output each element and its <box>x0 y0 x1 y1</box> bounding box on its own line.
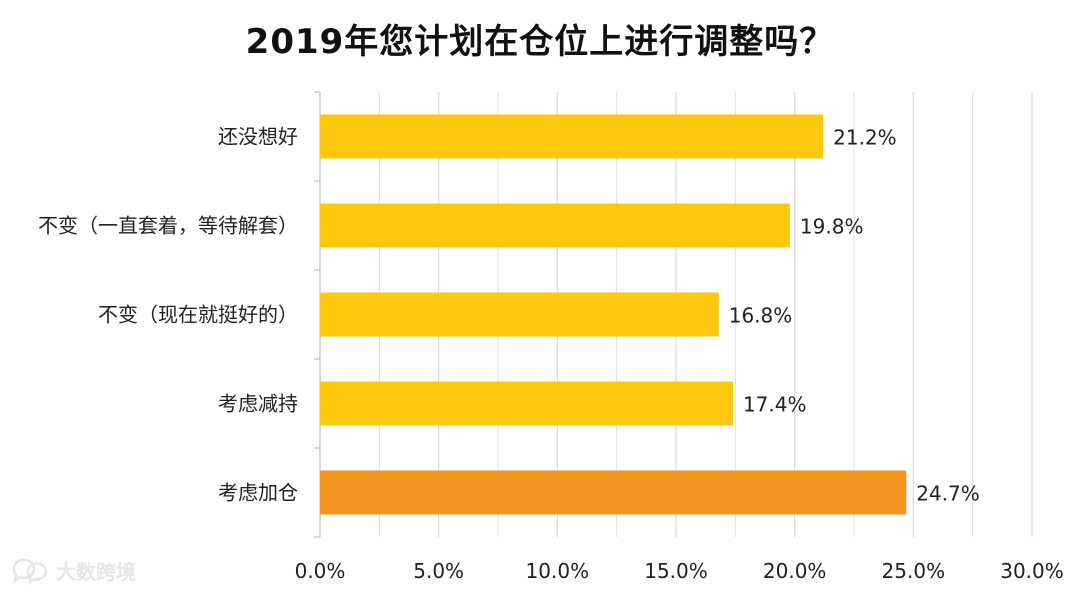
x-tick-label: 5.0% <box>413 559 464 583</box>
watermark-text: 大数跨境 <box>56 559 136 584</box>
watermark: 大数跨境 <box>10 555 136 585</box>
value-label: 19.8% <box>800 215 864 239</box>
category-label: 考虑减持 <box>218 392 298 416</box>
value-label: 16.8% <box>729 304 793 328</box>
category-label: 还没想好 <box>218 125 298 149</box>
bar <box>320 203 790 248</box>
bar <box>320 381 733 426</box>
bar <box>320 114 824 159</box>
bar <box>320 292 719 337</box>
x-tick-label: 25.0% <box>882 559 946 583</box>
x-tick-label: 20.0% <box>763 559 827 583</box>
category-label: 不变（一直套着，等待解套） <box>38 214 298 238</box>
category-label: 考虑加仓 <box>218 481 298 505</box>
x-tick-label: 0.0% <box>295 559 346 583</box>
value-label: 24.7% <box>916 482 980 506</box>
chat-bubble-icon <box>12 558 48 585</box>
x-tick-label: 30.0% <box>1000 559 1064 583</box>
value-label: 21.2% <box>833 126 897 150</box>
value-label: 17.4% <box>743 393 807 417</box>
x-tick-label: 15.0% <box>644 559 708 583</box>
chart-title: 2019年您计划在仓位上进行调整吗？ <box>245 22 835 62</box>
x-tick-label: 10.0% <box>526 559 590 583</box>
category-label: 不变（现在就挺好的） <box>98 303 298 327</box>
bar <box>320 470 907 515</box>
